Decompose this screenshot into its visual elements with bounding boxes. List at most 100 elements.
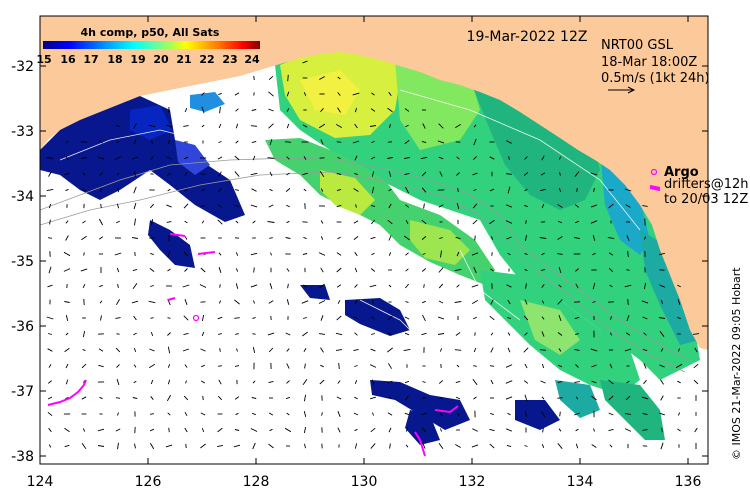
current-arrow — [99, 300, 103, 304]
current-arrow — [82, 220, 86, 224]
current-arrow — [420, 156, 428, 160]
current-arrow — [302, 253, 308, 255]
current-arrow — [97, 445, 105, 447]
current-arrow — [269, 283, 273, 289]
current-arrow — [82, 283, 86, 289]
current-arrow — [490, 332, 494, 336]
current-arrow — [150, 252, 154, 256]
current-arrow — [438, 442, 444, 450]
current-arrow — [65, 314, 69, 322]
current-arrow — [505, 380, 513, 384]
current-arrow — [167, 250, 171, 258]
current-arrow — [659, 412, 665, 416]
current-arrow — [183, 125, 189, 127]
current-arrow — [369, 364, 377, 368]
scale-note: 0.5m/s (1kt 24h) — [601, 71, 710, 86]
current-arrow — [507, 347, 511, 353]
current-arrow — [336, 173, 342, 175]
argo-period: to 20/03 12Z — [664, 192, 748, 207]
current-arrow — [371, 141, 375, 143]
current-arrow — [675, 363, 683, 369]
current-arrow — [287, 74, 289, 82]
current-arrow — [302, 124, 308, 128]
current-arrow — [388, 92, 392, 96]
current-arrow — [610, 316, 612, 320]
current-arrow — [489, 188, 495, 192]
current-arrow — [660, 348, 664, 352]
current-arrow — [591, 380, 597, 384]
current-arrow — [82, 348, 86, 352]
current-arrow — [167, 317, 171, 319]
current-arrow — [115, 317, 121, 319]
current-arrow — [268, 123, 274, 129]
current-arrow — [285, 237, 291, 239]
argo-marker — [192, 314, 200, 322]
colorbar-tick: 16 — [60, 53, 76, 66]
current-arrow — [454, 268, 462, 272]
current-arrow — [439, 411, 443, 417]
current-arrow — [268, 443, 274, 449]
current-arrow — [558, 187, 562, 193]
current-arrow — [64, 427, 70, 433]
current-arrow — [320, 188, 324, 192]
current-arrow — [217, 427, 223, 433]
current-arrow — [268, 300, 274, 304]
current-arrow — [116, 140, 120, 144]
current-arrow — [218, 252, 222, 256]
current-arrow — [574, 171, 580, 177]
current-arrow — [320, 347, 324, 353]
streamlines — [59, 89, 641, 351]
current-arrow — [286, 299, 290, 305]
current-arrow — [131, 300, 139, 304]
current-arrow — [270, 252, 272, 256]
current-arrow — [150, 396, 154, 400]
current-arrow — [318, 300, 326, 304]
current-arrow — [558, 348, 562, 352]
current-arrow — [201, 106, 205, 114]
current-arrow — [557, 443, 563, 449]
current-arrow — [250, 204, 258, 208]
current-arrow — [184, 364, 188, 368]
current-arrow — [505, 220, 513, 224]
current-arrow — [405, 444, 409, 448]
current-arrow — [47, 333, 53, 335]
current-arrow — [370, 443, 376, 449]
current-arrow — [201, 364, 205, 368]
argo-legend: Argo drifters@12h to 20/03 12Z — [649, 165, 749, 207]
current-arrow — [370, 348, 376, 352]
current-arrow — [387, 157, 393, 159]
current-arrow — [184, 411, 188, 417]
current-arrow — [46, 316, 54, 320]
current-arrow — [250, 172, 258, 176]
current-arrow — [286, 363, 290, 369]
current-arrow — [218, 379, 222, 385]
current-arrow — [132, 268, 138, 272]
current-arrow — [337, 380, 341, 384]
current-arrow — [98, 348, 104, 352]
x-tick-label: 130 — [351, 474, 378, 490]
current-arrow — [438, 156, 444, 160]
current-arrow — [81, 188, 87, 192]
current-arrow — [354, 123, 358, 129]
argo-legend-marker — [650, 168, 658, 176]
current-arrow — [557, 332, 563, 336]
current-arrow — [354, 365, 358, 367]
current-arrow — [320, 364, 324, 368]
current-arrow — [455, 444, 461, 448]
current-arrow — [591, 444, 597, 448]
current-arrow — [405, 186, 409, 194]
current-arrow — [523, 347, 529, 353]
current-arrow — [252, 317, 256, 319]
current-arrow — [302, 172, 308, 176]
current-arrow — [200, 348, 206, 352]
current-arrow — [608, 252, 614, 256]
current-arrow — [134, 218, 136, 226]
current-arrow — [405, 204, 409, 208]
current-arrow — [268, 204, 274, 208]
current-arrow — [437, 316, 445, 320]
current-arrow — [370, 108, 376, 112]
current-arrow — [658, 317, 666, 319]
current-arrow — [337, 411, 341, 417]
current-arrow — [590, 220, 598, 224]
current-arrow — [65, 332, 69, 336]
